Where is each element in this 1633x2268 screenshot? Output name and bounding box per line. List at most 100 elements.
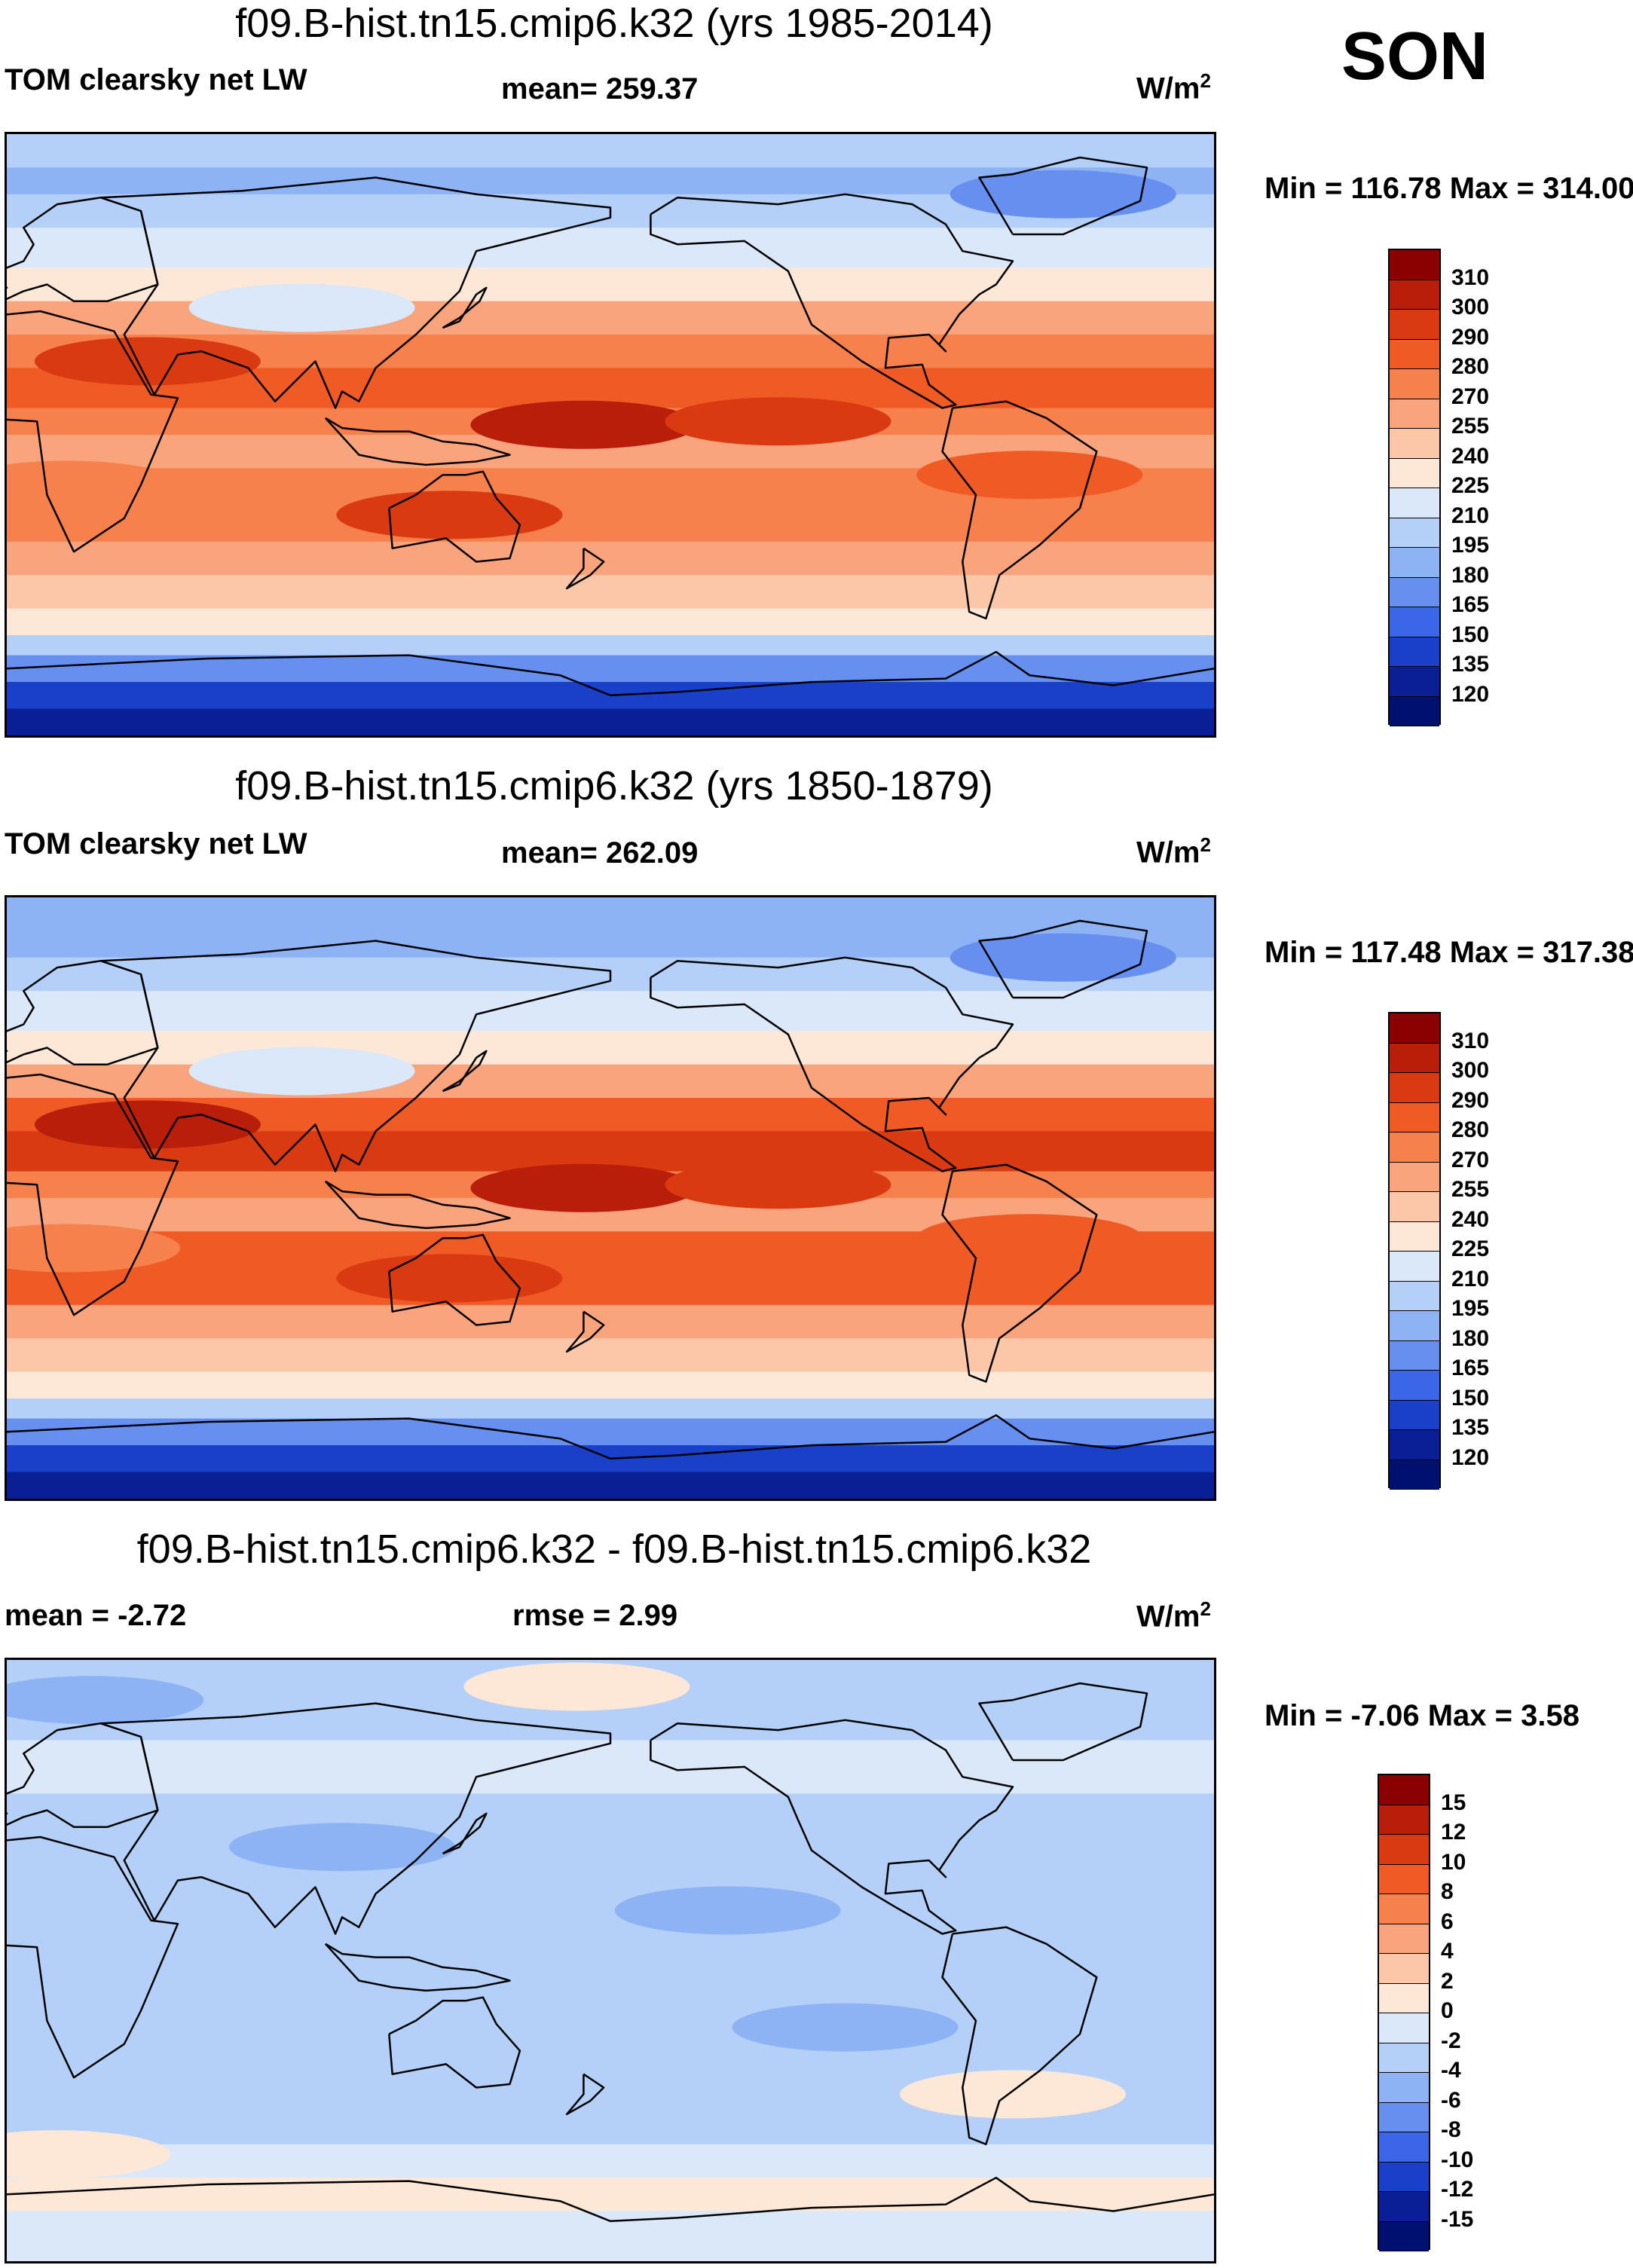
colorbar-box (1379, 2162, 1429, 2192)
contour-band (7, 301, 1214, 335)
coastline-newzealand (565, 547, 605, 590)
colorbar-tick-label: 0 (1441, 1998, 1454, 2023)
colorbar-box (1379, 1983, 1429, 2013)
colorbar-tick-label: 240 (1451, 443, 1490, 469)
colorbar-box (1379, 1835, 1429, 1865)
coastline-greenland (978, 1682, 1148, 1762)
panel2-mean-label: mean= 262.09 (501, 836, 699, 870)
map-svg (7, 897, 1214, 1499)
colorbar-tick-label: 150 (1451, 1385, 1490, 1411)
contour-band (7, 1338, 1214, 1373)
colorbar-box (1390, 637, 1439, 667)
coastline-newzealand (565, 1310, 605, 1353)
coastline-europe (7, 1722, 159, 1828)
colorbar-box (1379, 1805, 1429, 1835)
colorbar-box (1379, 2132, 1429, 2163)
colorbar-box (1379, 1775, 1429, 1805)
panel1-variable-label: TOM clearsky net LW (5, 63, 307, 96)
colorbar-box (1390, 1013, 1439, 1044)
colorbar-tick-label: 195 (1451, 1296, 1490, 1321)
coastline-greenland (978, 919, 1148, 999)
colorbar-box (1390, 429, 1439, 459)
colorbar-tick-label: 10 (1441, 1849, 1466, 1875)
coastline-southamerica (941, 1926, 1098, 2146)
panel1-map (5, 132, 1216, 738)
colorbar-boxes (1378, 1774, 1430, 2251)
coastline-newzealand (565, 2073, 605, 2116)
contour-blob (732, 2003, 959, 2052)
coastline-japan (442, 286, 488, 329)
colorbar-box (1390, 518, 1439, 548)
contour-band (7, 267, 1214, 302)
contour-band (7, 635, 1214, 656)
colorbar-box (1390, 250, 1439, 280)
colorbar-box (1390, 1340, 1439, 1371)
colorbar-box (1390, 369, 1439, 399)
colorbar-tick-label: 135 (1451, 652, 1490, 677)
coastline-antarctica (7, 2176, 1214, 2223)
colorbar-tick-label: -6 (1441, 2087, 1461, 2113)
contour-band (7, 1961, 1214, 2028)
coastline-europe (7, 196, 159, 302)
colorbar-box (1390, 1371, 1439, 1401)
colorbar-tick-label: 15 (1441, 1790, 1466, 1815)
coastline-australia (388, 1996, 521, 2089)
contour-band (7, 2211, 1214, 2261)
panel1-title: f09.B-hist.tn15.cmip6.k32 (yrs 1985-2014… (235, 1, 993, 46)
contour-blob (7, 1224, 181, 1273)
contour-blob (7, 460, 181, 509)
contour-blob (665, 397, 891, 446)
season-label: SON (1341, 19, 1489, 94)
coastline-africa (7, 1835, 179, 2079)
colorbar-tick-label: 255 (1451, 1177, 1490, 1202)
contour-band (7, 897, 1214, 931)
coastline-australia (388, 470, 521, 563)
coastline-europe (7, 959, 159, 1065)
map-svg (7, 134, 1214, 735)
contour-band (7, 1418, 1214, 1446)
colorbar-tick-label: 270 (1451, 1147, 1490, 1172)
contour-band (7, 655, 1214, 683)
colorbar-tick-label: 8 (1441, 1879, 1454, 1904)
colorbar-box (1390, 1073, 1439, 1103)
contour-blob (336, 1254, 563, 1303)
contour-blob (229, 1823, 455, 1872)
contour-blob (34, 1100, 261, 1149)
colorbar-box (1390, 310, 1439, 340)
panel3-rmse-label: rmse = 2.99 (512, 1599, 678, 1632)
contour-blob (916, 1214, 1143, 1263)
panel1-minmax: Min = 116.78 Max = 314.00 (1265, 172, 1633, 205)
colorbar-tick-label: 255 (1451, 414, 1490, 439)
contour-blob (470, 1163, 697, 1212)
colorbar-tick-label: 290 (1451, 1087, 1490, 1113)
colorbar-box (1390, 399, 1439, 429)
coastline-indonesia (324, 417, 511, 466)
colorbar-box (1390, 1460, 1439, 1490)
colorbar-tick-label: 120 (1451, 1444, 1490, 1470)
colorbar-box (1390, 458, 1439, 488)
coastline-asia (100, 176, 612, 409)
contour-band (7, 575, 1214, 610)
colorbar-tick-label: 180 (1451, 1325, 1490, 1351)
colorbar-box (1379, 1924, 1429, 1954)
contour-band (7, 1927, 1214, 1961)
colorbar-tick-label: 195 (1451, 533, 1490, 558)
colorbar-box (1379, 2221, 1429, 2251)
colorbar-tick-label: 280 (1451, 354, 1490, 379)
colorbar-box (1390, 1043, 1439, 1073)
colorbar-box (1390, 696, 1439, 726)
contour-band (7, 1304, 1214, 1339)
contour-band (7, 1398, 1214, 1420)
panel2-variable-label: TOM clearsky net LW (5, 827, 307, 860)
colorbar-box (1390, 1252, 1439, 1282)
colorbar-tick-label: 165 (1451, 1356, 1490, 1380)
colorbar-tick-label: 210 (1451, 503, 1490, 528)
panel3-mean-label: mean = -2.72 (5, 1599, 187, 1632)
coastline-japan (442, 1050, 488, 1093)
colorbar-box (1379, 1864, 1429, 1894)
panel2-minmax: Min = 117.48 Max = 317.38 (1265, 936, 1633, 969)
coastline-northamerica (650, 1719, 1014, 1935)
contour-band (7, 1031, 1214, 1065)
coastline-japan (442, 1812, 488, 1855)
colorbar-box (1390, 1311, 1439, 1341)
